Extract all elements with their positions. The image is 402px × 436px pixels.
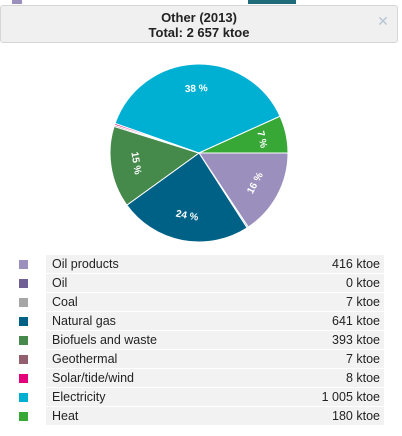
legend-row: Coal 7 ktoe	[14, 293, 388, 312]
legend-swatch	[19, 298, 28, 307]
legend-value: 1 005 ktoe	[256, 388, 384, 406]
legend-value: 7 ktoe	[256, 293, 384, 311]
legend-value: 0 ktoe	[256, 274, 384, 292]
legend-label: Natural gas	[46, 312, 260, 330]
pie-chart: 16 %24 %15 %38 %7 %	[109, 63, 289, 243]
legend-swatch	[19, 260, 28, 269]
legend-value: 8 ktoe	[256, 369, 384, 387]
legend-swatch	[19, 374, 28, 383]
legend-swatch	[19, 279, 28, 288]
strip-segment	[248, 0, 296, 4]
legend-row: Electricity 1 005 ktoe	[14, 388, 388, 407]
legend-label: Coal	[46, 293, 260, 311]
legend-value: 393 ktoe	[256, 331, 384, 349]
legend-row: Oil 0 ktoe	[14, 274, 388, 293]
legend-value: 416 ktoe	[256, 255, 384, 273]
pie-slice-heat[interactable]	[198, 115, 289, 154]
top-strip	[0, 0, 402, 5]
strip-segment	[0, 0, 52, 4]
legend-label: Oil products	[46, 255, 260, 273]
legend-swatch	[19, 393, 28, 402]
legend-label: Geothermal	[46, 350, 260, 368]
legend-row: Biofuels and waste 393 ktoe	[14, 331, 388, 350]
legend-swatch	[19, 412, 28, 421]
legend-row: Solar/tide/wind 8 ktoe	[14, 369, 388, 388]
legend-table: Oil products 416 ktoe Oil 0 ktoe Coal 7 …	[14, 255, 388, 426]
page-title: Other (2013)	[161, 10, 237, 25]
legend-label: Heat	[46, 407, 260, 425]
legend-swatch	[19, 355, 28, 364]
legend-value: 641 ktoe	[256, 312, 384, 330]
pie-slice-natural-gas[interactable]	[126, 152, 248, 243]
close-icon[interactable]: ✕	[377, 13, 389, 29]
legend-value: 7 ktoe	[256, 350, 384, 368]
legend-label: Oil	[46, 274, 260, 292]
legend-swatch	[19, 317, 28, 326]
legend-row: Geothermal 7 ktoe	[14, 350, 388, 369]
slice-label: 7 %	[254, 130, 268, 149]
slice-label: 15 %	[128, 151, 143, 175]
slice-label: 38 %	[185, 83, 208, 95]
tooltip-header: Other (2013) Total: 2 657 ktoe ✕	[0, 5, 398, 43]
legend-row: Natural gas 641 ktoe	[14, 312, 388, 331]
legend-label: Biofuels and waste	[46, 331, 260, 349]
legend-row: Oil products 416 ktoe	[14, 255, 388, 274]
slice-label: 24 %	[175, 209, 200, 224]
legend-swatch	[19, 336, 28, 345]
legend-label: Electricity	[46, 388, 260, 406]
legend-label: Solar/tide/wind	[46, 369, 260, 387]
pie-slice-electricity[interactable]	[114, 63, 281, 154]
total-label: Total: 2 657 ktoe	[148, 25, 250, 40]
pie-slice-oil-products[interactable]	[198, 152, 289, 228]
legend-value: 180 ktoe	[256, 407, 384, 425]
legend-row: Heat 180 ktoe	[14, 407, 388, 426]
strip-segment	[12, 0, 22, 4]
